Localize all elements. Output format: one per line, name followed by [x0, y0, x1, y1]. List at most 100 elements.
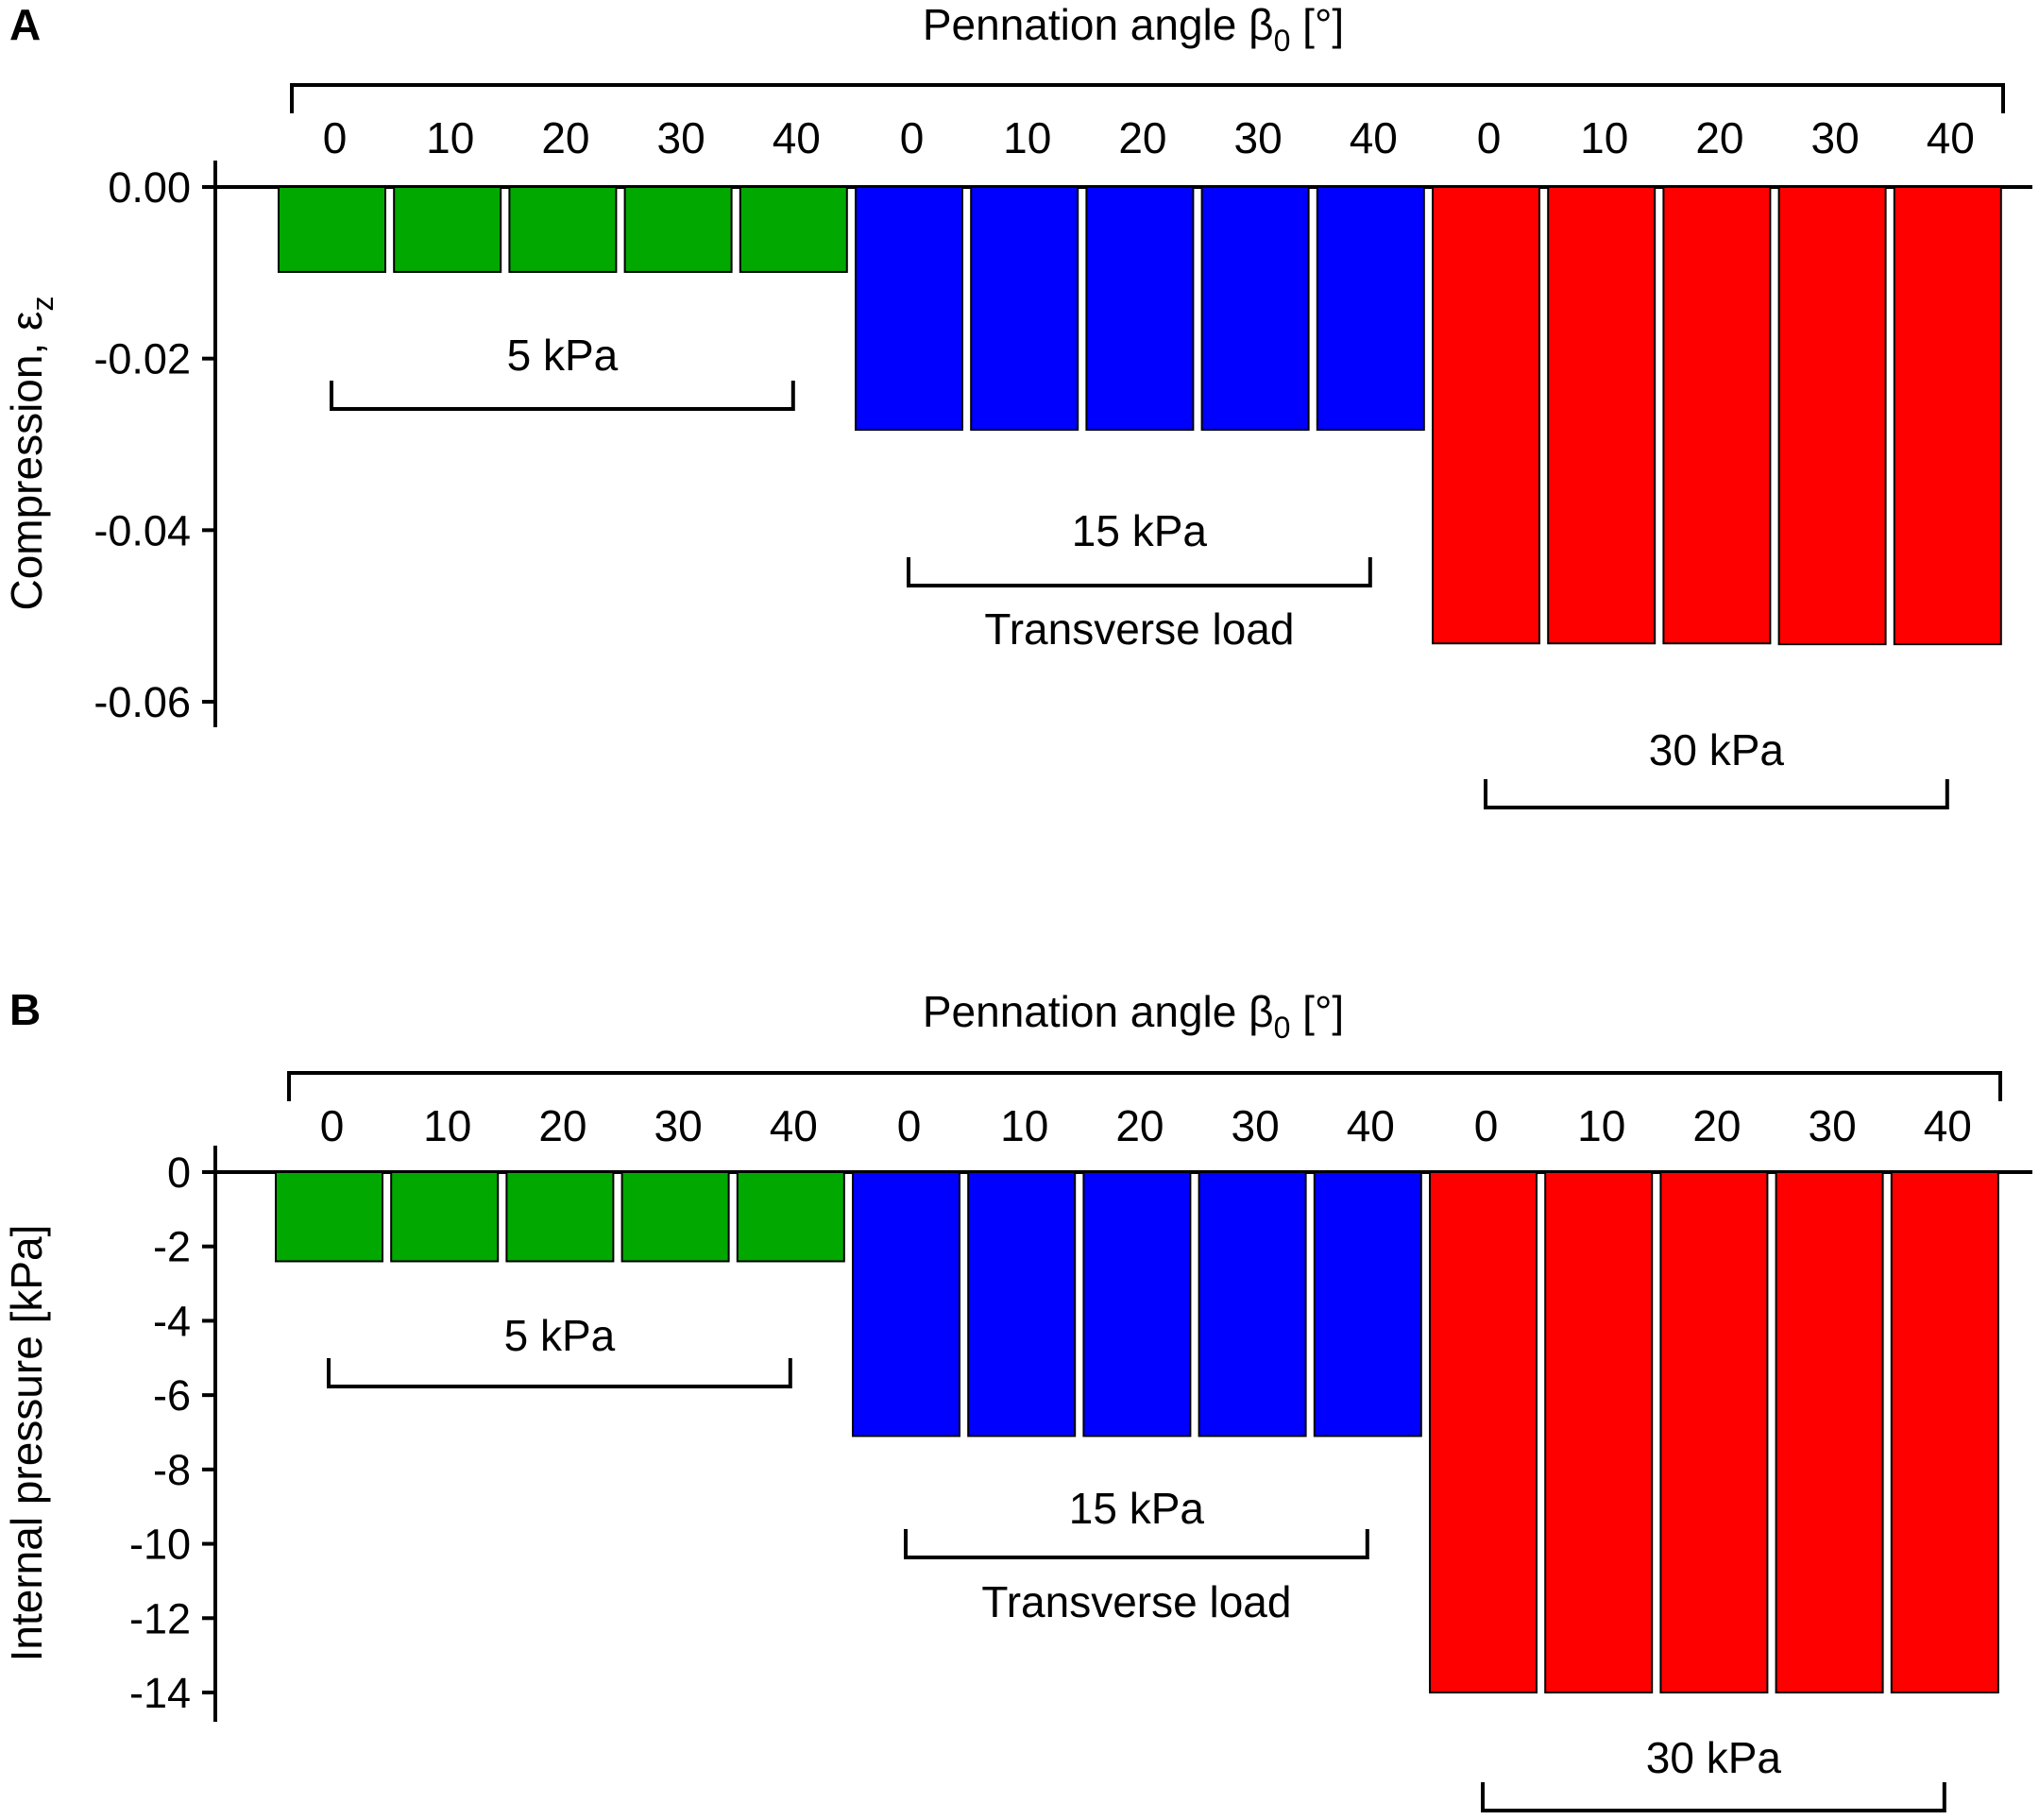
bar: [1547, 186, 1657, 645]
x-axis-title-main: Pennation angle β: [923, 987, 1274, 1036]
group-bracket: [904, 1529, 1369, 1559]
y-tick-label: -10: [129, 1521, 191, 1569]
angle-tick-label: 20: [541, 113, 589, 162]
angle-tick-label: 0: [320, 1101, 345, 1150]
y-tick-label: -4: [153, 1297, 191, 1345]
angle-tick-label: 0: [900, 113, 925, 162]
bar: [1890, 1171, 1999, 1693]
angle-tick-label: 30: [1232, 1101, 1280, 1150]
angle-tick-label: 0: [897, 1101, 922, 1150]
x-axis-title-subscript: 0: [1274, 24, 1291, 58]
angle-tick-label: 30: [1809, 1101, 1857, 1150]
angle-tick-label: 10: [1577, 1101, 1625, 1150]
angle-tick-label: 40: [1347, 1101, 1395, 1150]
bar: [852, 1171, 960, 1437]
bar: [855, 186, 963, 432]
angle-tick-label: 0: [1477, 113, 1502, 162]
bar: [967, 1171, 1077, 1437]
y-axis-label: Internal pressure [kPa]: [2, 1225, 51, 1662]
angle-tick-label: 40: [773, 113, 821, 162]
bar: [1544, 1171, 1654, 1693]
bar: [1200, 186, 1310, 432]
bar: [970, 186, 1079, 432]
y-tick-label: -0.04: [93, 506, 191, 554]
bar: [1316, 186, 1425, 432]
panel-a: A Pennation angle β0 [°]0.00-0.02-0.04-0.…: [2, 0, 2032, 809]
bar: [623, 186, 733, 273]
transverse-load-caption: Transverse load: [981, 1577, 1291, 1626]
y-axis-label: Compression, εz: [2, 296, 59, 610]
bar: [278, 186, 386, 273]
bar: [620, 1171, 730, 1263]
bar: [1775, 1171, 1884, 1693]
angle-tick-label: 20: [538, 1101, 586, 1150]
bar: [508, 186, 618, 273]
x-axis-title-suffix: [°]: [1290, 987, 1344, 1036]
group-label: 15 kPa: [1069, 1484, 1205, 1533]
group-bracket: [1484, 779, 1949, 809]
group-bracket: [907, 557, 1372, 587]
bar: [1085, 186, 1195, 432]
group-label: 5 kPa: [507, 331, 619, 380]
bar: [505, 1171, 615, 1263]
y-tick-label: -2: [153, 1223, 191, 1271]
angle-tick-label: 30: [1811, 113, 1860, 162]
transverse-load-caption: Transverse load: [984, 604, 1294, 654]
bar: [1082, 1171, 1192, 1437]
y-tick-label: -12: [129, 1594, 191, 1642]
group-label: 30 kPa: [1646, 1733, 1782, 1782]
group-label: 30 kPa: [1649, 725, 1785, 774]
angle-tick-label: 10: [1580, 113, 1628, 162]
bar: [275, 1171, 383, 1263]
angle-tick-label: 40: [1924, 1101, 1972, 1150]
group-bracket: [1481, 1782, 1946, 1812]
angle-tick-label: 40: [770, 1101, 818, 1150]
bar: [1198, 1171, 1307, 1437]
group-bracket: [327, 1358, 792, 1388]
y-tick-label: 0: [167, 1148, 191, 1197]
angle-tick-label: 20: [1115, 1101, 1164, 1150]
angle-tick-label: 20: [1692, 1101, 1741, 1150]
y-axis-label-main: Compression, ε: [2, 311, 51, 610]
x-axis-title: Pennation angle β0 [°]: [923, 0, 1344, 58]
angle-tick-label: 30: [1234, 113, 1283, 162]
y-axis-label-subscript: z: [25, 296, 59, 311]
bar: [1313, 1171, 1422, 1437]
y-tick-label: 0.00: [108, 163, 191, 212]
bar: [1432, 186, 1540, 645]
bar: [1777, 186, 1887, 646]
angle-tick-label: 30: [654, 1101, 703, 1150]
group-bracket: [330, 381, 795, 411]
angle-tick-label: 10: [1000, 1101, 1048, 1150]
x-axis-title: Pennation angle β0 [°]: [923, 987, 1344, 1045]
x-axis-bracket: [287, 1071, 2002, 1101]
angle-tick-label: 20: [1695, 113, 1743, 162]
x-axis-title-main: Pennation angle β: [923, 0, 1274, 49]
y-tick-label: -6: [153, 1371, 191, 1420]
bar: [1893, 186, 2002, 646]
group-label: 15 kPa: [1072, 506, 1208, 555]
x-axis-title-subscript: 0: [1274, 1011, 1291, 1045]
angle-tick-label: 0: [1474, 1101, 1499, 1150]
angle-tick-label: 20: [1118, 113, 1166, 162]
angle-tick-label: 0: [323, 113, 348, 162]
angle-tick-label: 10: [1003, 113, 1051, 162]
angle-tick-label: 40: [1927, 113, 1975, 162]
bar: [1659, 1171, 1769, 1693]
angle-tick-label: 10: [423, 1101, 471, 1150]
y-tick-label: -8: [153, 1446, 191, 1494]
bar: [393, 186, 502, 273]
panel-b: B Pennation angle β0 [°]0-2-4-6-8-10-12-1…: [2, 985, 2032, 1812]
bar: [390, 1171, 500, 1263]
panel-letter: B: [9, 985, 41, 1034]
panel-letter: A: [9, 0, 41, 49]
x-axis-title-suffix: [°]: [1290, 0, 1344, 49]
angle-tick-label: 10: [426, 113, 474, 162]
bar: [1662, 186, 1772, 645]
x-axis-bracket: [290, 83, 2005, 113]
bar: [1429, 1171, 1538, 1693]
bar: [736, 1171, 845, 1263]
y-tick-label: -0.06: [93, 678, 191, 726]
bar: [739, 186, 848, 273]
